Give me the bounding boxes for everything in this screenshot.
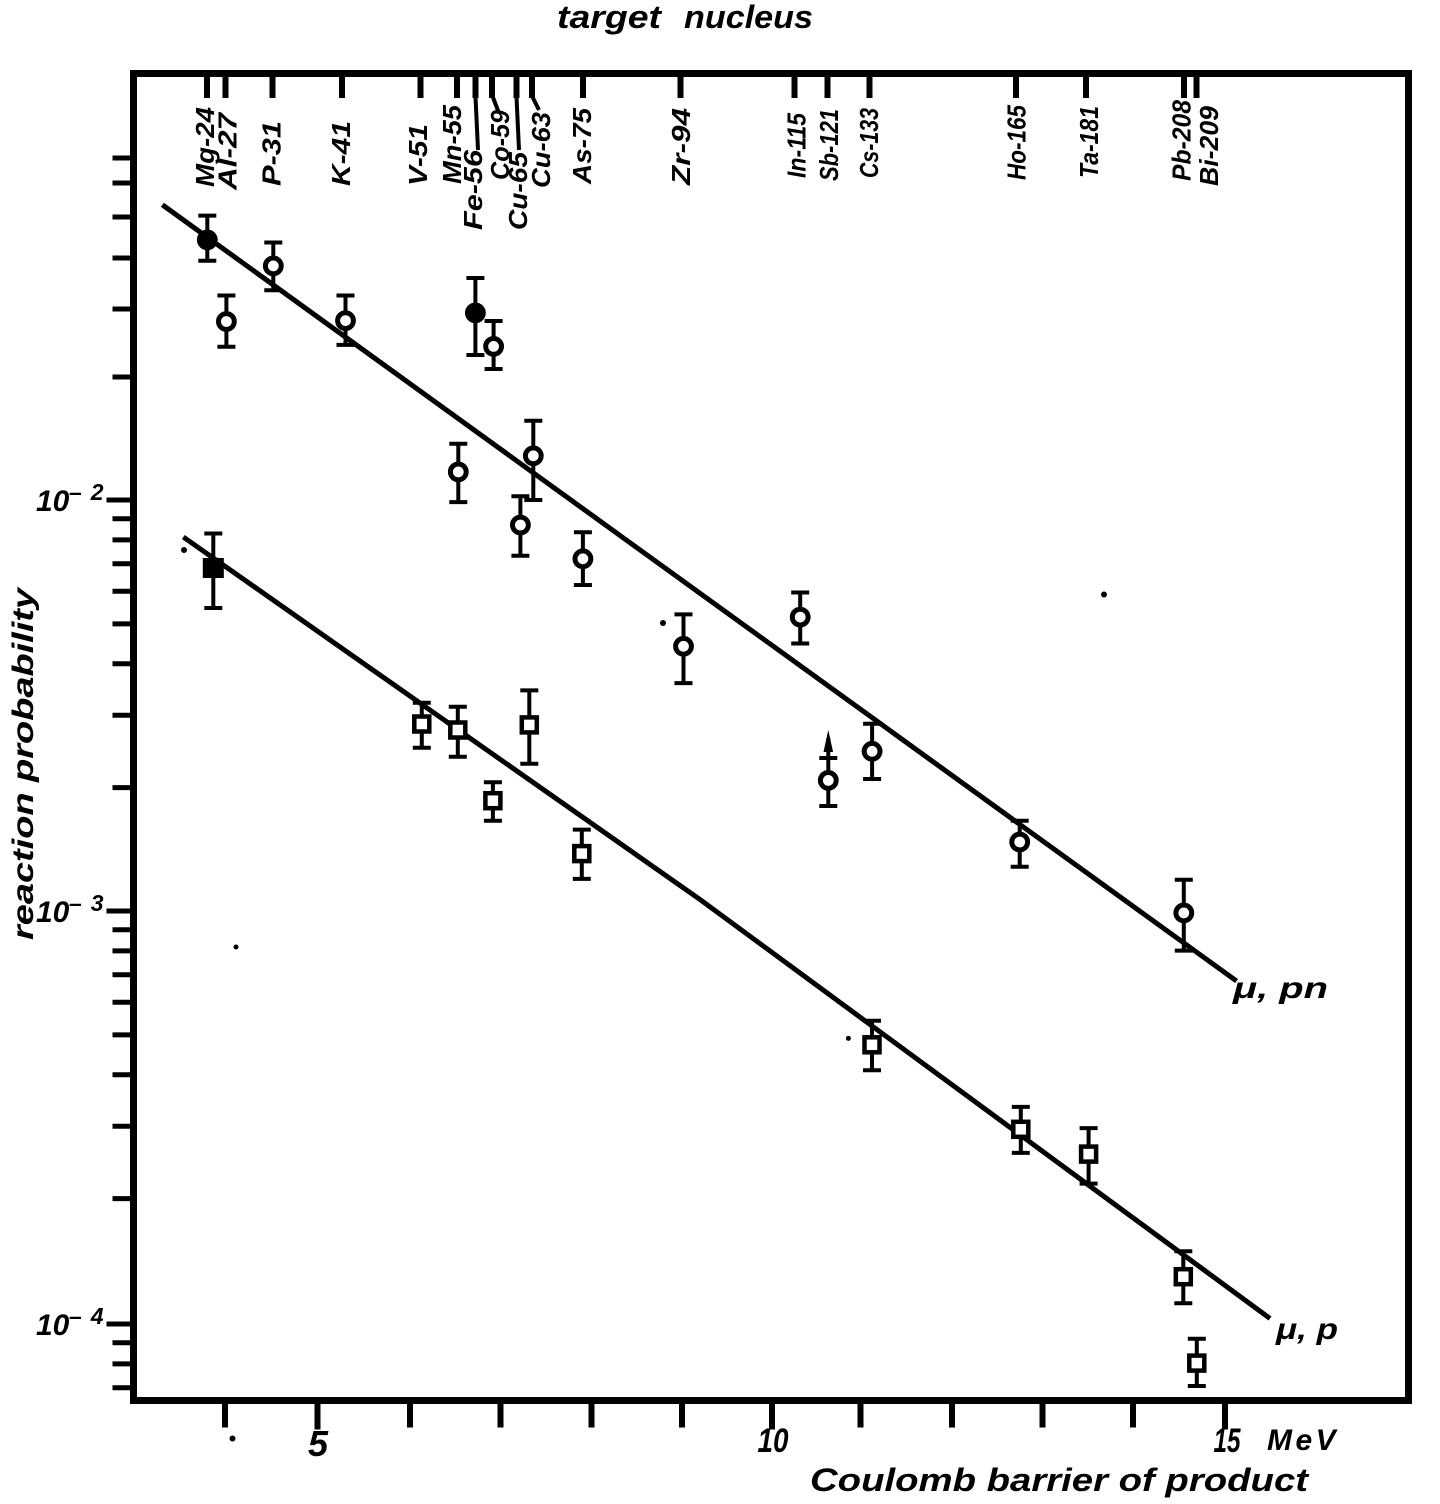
svg-text:Ho-165: Ho-165 bbox=[1002, 105, 1032, 180]
svg-text:Bi-209: Bi-209 bbox=[1194, 105, 1224, 186]
svg-text:–3: –3 bbox=[69, 890, 113, 916]
svg-text:MeV: MeV bbox=[1267, 1424, 1339, 1457]
svg-text:K-41: K-41 bbox=[326, 121, 356, 186]
svg-text:Mn-55: Mn-55 bbox=[437, 104, 467, 184]
svg-text:Fe-56: Fe-56 bbox=[458, 149, 488, 230]
svg-text:10: 10 bbox=[36, 485, 70, 518]
svg-text:nucleus: nucleus bbox=[684, 0, 813, 35]
svg-text:Cs-133: Cs-133 bbox=[854, 108, 884, 178]
svg-text:μ, p: μ, p bbox=[1275, 1313, 1338, 1346]
svg-text:As-75: As-75 bbox=[567, 107, 597, 185]
svg-text:Ta-181: Ta-181 bbox=[1074, 106, 1104, 178]
svg-text:Zr-94: Zr-94 bbox=[666, 107, 696, 186]
svg-text:Cu-63: Cu-63 bbox=[526, 111, 556, 188]
svg-text:Pb-208: Pb-208 bbox=[1167, 99, 1197, 181]
svg-text:P-31: P-31 bbox=[257, 121, 287, 186]
svg-text:Cu-65: Cu-65 bbox=[503, 151, 533, 230]
svg-text:Sb-121: Sb-121 bbox=[814, 109, 844, 181]
svg-text:V-51: V-51 bbox=[403, 124, 433, 186]
svg-text:5: 5 bbox=[308, 1423, 329, 1464]
svg-text:In-115: In-115 bbox=[782, 113, 812, 178]
svg-text:Al-27: Al-27 bbox=[213, 111, 243, 191]
svg-text:reaction probability: reaction probability bbox=[7, 586, 40, 940]
svg-text:15: 15 bbox=[1214, 1422, 1242, 1460]
svg-text:10: 10 bbox=[36, 896, 70, 929]
svg-text:μ, pn: μ, pn bbox=[1232, 972, 1328, 1005]
svg-text:target: target bbox=[557, 0, 663, 35]
svg-text:–2: –2 bbox=[69, 479, 113, 505]
svg-text:Mg-24: Mg-24 bbox=[190, 106, 220, 187]
svg-text:10: 10 bbox=[36, 1309, 70, 1342]
svg-text:–4: –4 bbox=[69, 1303, 113, 1329]
svg-text:Coulomb barrier of product: Coulomb barrier of product bbox=[810, 1462, 1310, 1498]
svg-text:10: 10 bbox=[758, 1422, 789, 1460]
svg-text:Co-59: Co-59 bbox=[485, 109, 515, 180]
